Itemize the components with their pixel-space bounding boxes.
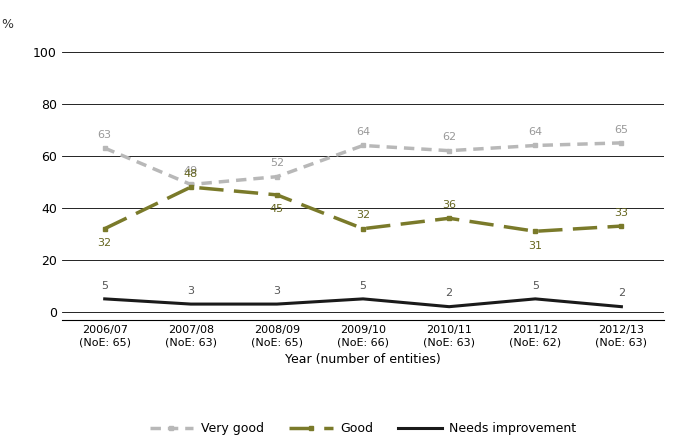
Text: 32: 32 [356,210,370,220]
Text: 3: 3 [273,286,280,296]
Legend: Very good, Good, Needs improvement: Very good, Good, Needs improvement [145,417,582,440]
Text: 45: 45 [270,204,284,214]
Text: 33: 33 [614,208,628,218]
Text: 64: 64 [528,127,543,137]
Text: 5: 5 [360,281,366,290]
Text: 64: 64 [356,127,370,137]
X-axis label: Year (number of entities): Year (number of entities) [285,353,441,366]
Text: 31: 31 [528,241,543,251]
Text: 3: 3 [187,286,195,296]
Text: 2: 2 [446,288,453,298]
Text: 65: 65 [614,125,628,135]
Text: 32: 32 [98,238,112,248]
Text: 52: 52 [270,159,284,168]
Text: 36: 36 [442,200,456,210]
Text: 63: 63 [98,130,112,140]
Text: %: % [1,18,14,31]
Text: 5: 5 [532,281,539,290]
Text: 49: 49 [184,166,198,176]
Text: 5: 5 [101,281,108,290]
Text: 2: 2 [618,288,625,298]
Text: 48: 48 [184,169,198,179]
Text: 62: 62 [442,132,456,143]
